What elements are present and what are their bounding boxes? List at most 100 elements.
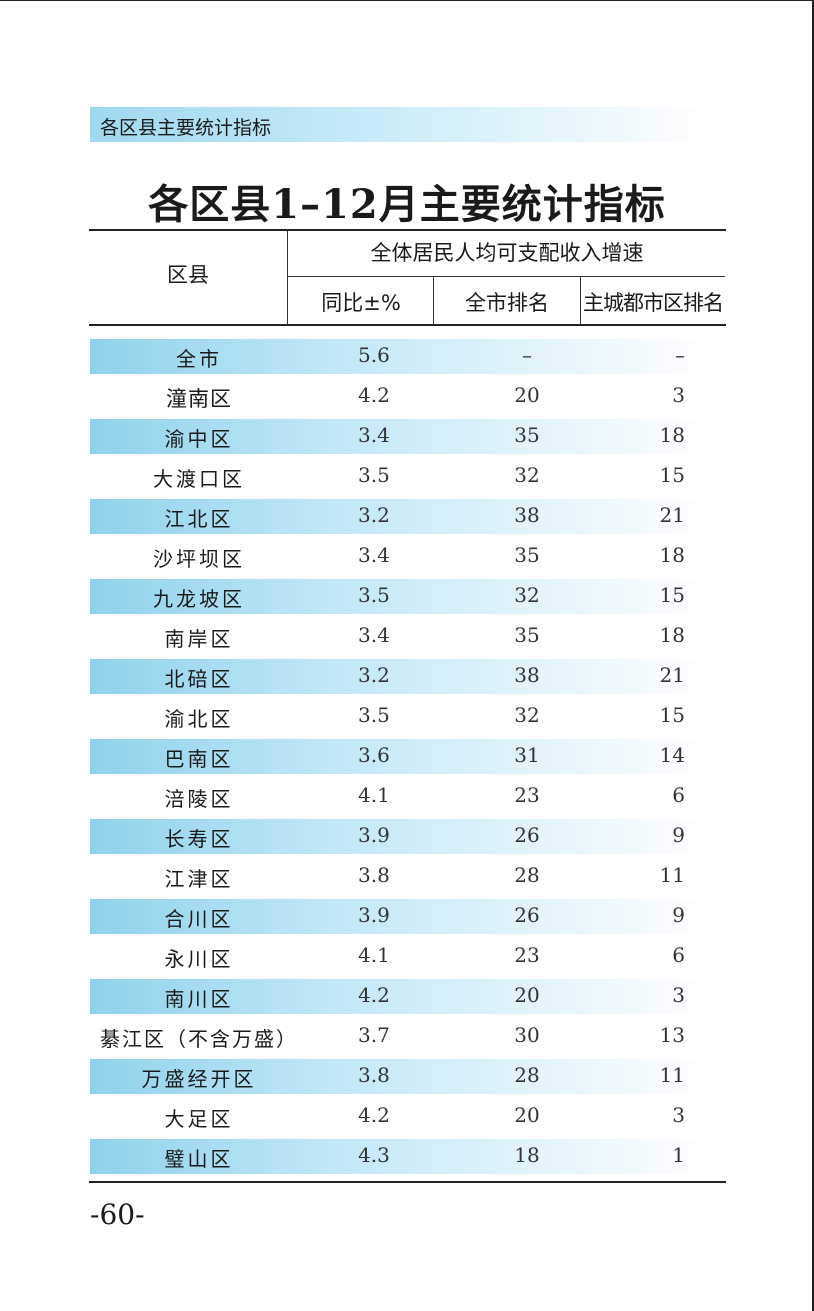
- yoy-cell: 4.1: [358, 943, 390, 967]
- main-rank-cell: 21: [659, 663, 685, 687]
- main-rank-cell: 9: [672, 903, 685, 927]
- district-cell: 大足区: [164, 1107, 234, 1131]
- yoy-cell: 3.4: [358, 623, 390, 647]
- district-cell: 全市: [176, 347, 222, 371]
- table-row: 江津区 3.8 28 11: [90, 857, 725, 897]
- district-cell: 巴南区: [164, 747, 234, 771]
- main-rank-cell: 3: [672, 1103, 685, 1127]
- district-cell: 江北区: [164, 507, 234, 531]
- city-rank-cell: 23: [514, 943, 540, 967]
- table-header-rule: [89, 324, 726, 326]
- city-rank-cell: –: [522, 343, 532, 367]
- section-header-bar: 各区县主要统计指标: [90, 107, 714, 142]
- header-divider: [288, 276, 725, 277]
- table-row: 巴南区 3.6 31 14: [90, 737, 725, 777]
- header-city-rank: 全市排名: [465, 291, 549, 315]
- city-rank-cell: 18: [514, 1143, 540, 1167]
- table-row: 潼南区 4.2 20 3: [90, 377, 725, 417]
- table-row: 渝北区 3.5 32 15: [90, 697, 725, 737]
- yoy-cell: 3.4: [358, 423, 390, 447]
- yoy-cell: 4.1: [358, 783, 390, 807]
- table-bottom-rule: [89, 1181, 726, 1183]
- district-cell: 沙坪坝区: [153, 547, 245, 571]
- table-row: 永川区 4.1 23 6: [90, 937, 725, 977]
- district-cell: 合川区: [164, 907, 234, 931]
- main-rank-cell: 6: [672, 943, 685, 967]
- city-rank-cell: 20: [514, 1103, 540, 1127]
- header-main-city-rank: 主城都市区排名: [583, 291, 724, 315]
- district-cell: 江津区: [164, 867, 234, 891]
- main-rank-cell: 18: [659, 423, 685, 447]
- yoy-cell: 3.2: [358, 503, 390, 527]
- page-title: 各区县1–12月主要统计指标: [148, 181, 666, 228]
- district-cell: 璧山区: [164, 1147, 234, 1171]
- header-divider: [433, 277, 434, 325]
- yoy-cell: 3.6: [358, 743, 390, 767]
- district-cell: 万盛经开区: [141, 1067, 257, 1091]
- main-rank-cell: 15: [659, 583, 685, 607]
- district-cell: 北碚区: [164, 667, 234, 691]
- city-rank-cell: 20: [514, 983, 540, 1007]
- district-cell: 涪陵区: [164, 787, 234, 811]
- main-rank-cell: 14: [659, 743, 685, 767]
- main-rank-cell: 13: [659, 1023, 685, 1047]
- district-cell: 永川区: [164, 947, 234, 971]
- table-row: 北碚区 3.2 38 21: [90, 657, 725, 697]
- yoy-cell: 4.2: [358, 383, 390, 407]
- city-rank-cell: 23: [514, 783, 540, 807]
- yoy-cell: 3.8: [358, 863, 390, 887]
- yoy-cell: 3.8: [358, 1063, 390, 1087]
- page-number: -60-: [90, 1198, 145, 1231]
- section-header-text: 各区县主要统计指标: [100, 117, 272, 139]
- table-row: 江北区 3.2 38 21: [90, 497, 725, 537]
- city-rank-cell: 32: [514, 463, 540, 487]
- yoy-cell: 3.7: [358, 1023, 390, 1047]
- yoy-cell: 3.9: [358, 823, 390, 847]
- yoy-cell: 3.5: [358, 703, 390, 727]
- district-cell: 綦江区（不含万盛）: [100, 1027, 298, 1051]
- header-yoy: 同比±%: [321, 291, 401, 315]
- district-cell: 南岸区: [164, 627, 234, 651]
- table-row: 大足区 4.2 20 3: [90, 1097, 725, 1137]
- table-row: 南岸区 3.4 35 18: [90, 617, 725, 657]
- table-row: 渝中区 3.4 35 18: [90, 417, 725, 457]
- table-top-rule: [89, 229, 726, 231]
- yoy-cell: 4.2: [358, 983, 390, 1007]
- table-row: 璧山区 4.3 18 1: [90, 1137, 725, 1177]
- yoy-cell: 4.2: [358, 1103, 390, 1127]
- main-rank-cell: 6: [672, 783, 685, 807]
- city-rank-cell: 38: [514, 503, 540, 527]
- district-cell: 大渡口区: [153, 467, 245, 491]
- city-rank-cell: 28: [514, 1063, 540, 1087]
- city-rank-cell: 35: [514, 543, 540, 567]
- main-rank-cell: 3: [672, 383, 685, 407]
- city-rank-cell: 30: [514, 1023, 540, 1047]
- city-rank-cell: 26: [514, 903, 540, 927]
- city-rank-cell: 35: [514, 423, 540, 447]
- table-row: 涪陵区 4.1 23 6: [90, 777, 725, 817]
- header-divider: [580, 277, 581, 325]
- main-rank-cell: 1: [672, 1143, 685, 1167]
- page-border-right: [812, 0, 814, 1311]
- city-rank-cell: 28: [514, 863, 540, 887]
- main-rank-cell: 11: [659, 863, 685, 887]
- district-cell: 长寿区: [164, 827, 234, 851]
- yoy-cell: 5.6: [358, 343, 390, 367]
- main-rank-cell: 11: [659, 1063, 685, 1087]
- city-rank-cell: 32: [514, 703, 540, 727]
- district-cell: 渝北区: [164, 707, 234, 731]
- city-rank-cell: 20: [514, 383, 540, 407]
- main-rank-cell: 15: [659, 703, 685, 727]
- yoy-cell: 3.4: [358, 543, 390, 567]
- district-cell: 渝中区: [164, 427, 234, 451]
- header-income-growth: 全体居民人均可支配收入增速: [370, 241, 644, 265]
- city-rank-cell: 32: [514, 583, 540, 607]
- main-rank-cell: 9: [672, 823, 685, 847]
- city-rank-cell: 35: [514, 623, 540, 647]
- header-district: 区县: [167, 263, 209, 287]
- main-rank-cell: 15: [659, 463, 685, 487]
- table-row: 大渡口区 3.5 32 15: [90, 457, 725, 497]
- header-divider: [287, 231, 288, 325]
- yoy-cell: 3.5: [358, 463, 390, 487]
- table-row: 合川区 3.9 26 9: [90, 897, 725, 937]
